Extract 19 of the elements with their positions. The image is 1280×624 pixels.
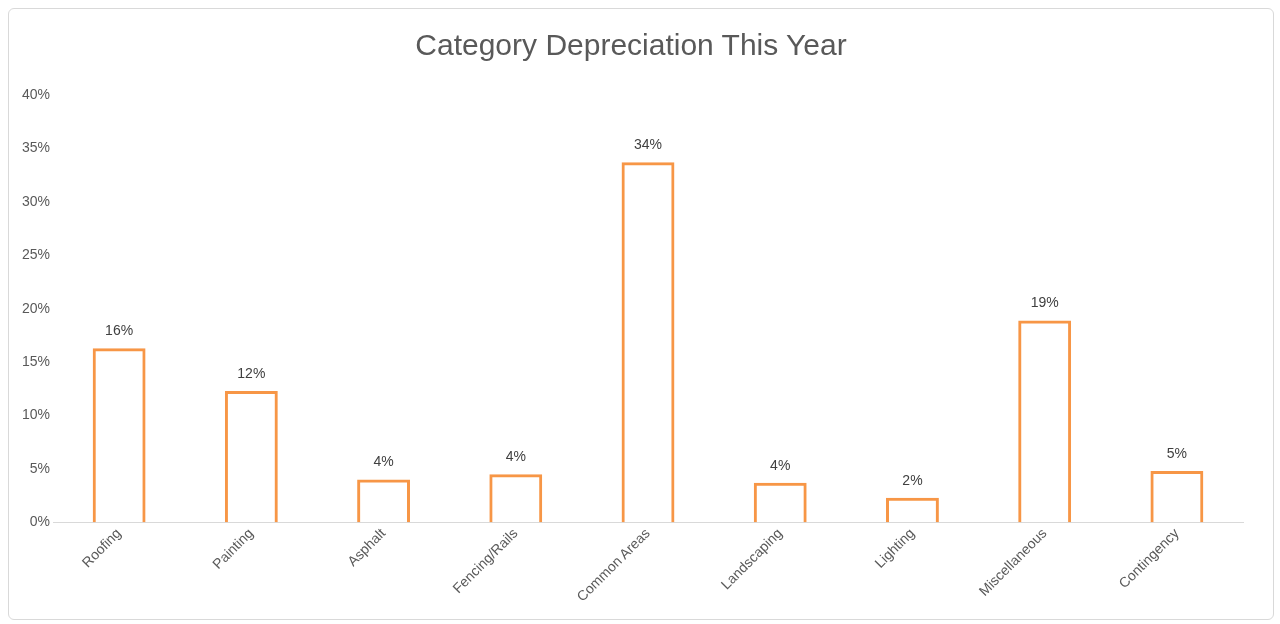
y-tick-label: 5%	[29, 459, 51, 476]
y-tick-label: 10%	[21, 406, 51, 423]
y-tick-label: 20%	[21, 299, 51, 316]
y-tick-label: 25%	[21, 246, 51, 263]
data-label: 2%	[902, 471, 923, 488]
y-tick-label: 35%	[21, 139, 51, 156]
data-label: 16%	[105, 322, 134, 339]
data-label: 4%	[770, 456, 791, 473]
data-label: 4%	[373, 453, 394, 470]
chart-title: Category Depreciation This Year	[415, 28, 847, 62]
y-tick-label: 30%	[21, 192, 51, 209]
data-label: 5%	[1166, 444, 1188, 461]
y-tick-label: 0%	[29, 513, 51, 530]
y-tick-label: 40%	[21, 85, 51, 102]
y-tick-label: 15%	[21, 352, 51, 369]
data-label: 4%	[505, 448, 526, 465]
data-label: 19%	[1030, 294, 1059, 311]
data-label: 12%	[237, 364, 266, 381]
data-label: 34%	[633, 136, 663, 153]
